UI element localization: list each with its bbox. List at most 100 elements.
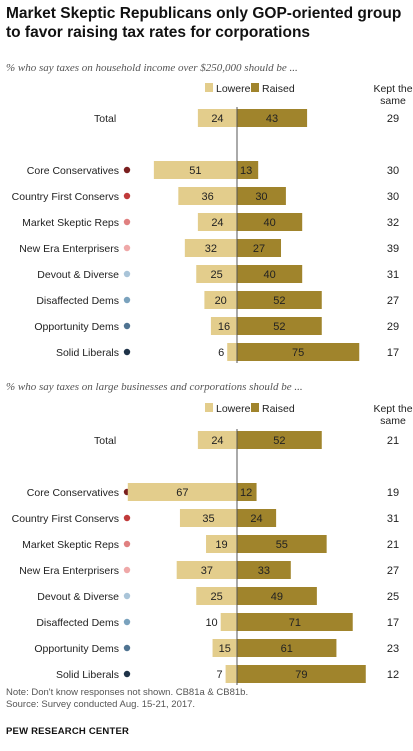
value-label-lowered: 24 — [211, 113, 223, 125]
category-label: Devout & Diverse — [37, 591, 119, 603]
value-label-lowered: 10 — [205, 617, 217, 629]
bar-raised — [237, 535, 327, 553]
value-label-kept: 32 — [387, 217, 399, 229]
bar-raised — [237, 317, 322, 335]
bar-lowered — [127, 483, 237, 501]
bar-raised — [237, 109, 308, 127]
value-label-lowered: 36 — [202, 191, 214, 203]
pew-logo-text: PEW RESEARCH CENTER — [6, 726, 130, 737]
value-label-lowered: 35 — [202, 513, 214, 525]
group-dot-icon — [123, 296, 131, 304]
value-label-raised: 30 — [255, 191, 267, 203]
value-label-kept: 30 — [387, 191, 399, 203]
value-label-lowered: 7 — [216, 669, 222, 681]
group-dot-icon — [123, 322, 131, 330]
bar-raised — [237, 483, 257, 501]
legend-label-kept-line1: Kept the — [373, 83, 412, 95]
legend-label-kept-line1: Kept the — [373, 403, 412, 415]
bar-lowered — [210, 317, 237, 335]
value-label-raised: 52 — [273, 295, 285, 307]
chart-title: Market Skeptic Republicans only GOP-orie… — [6, 5, 402, 41]
group-dot-icon — [123, 192, 131, 200]
value-label-kept: 27 — [387, 565, 399, 577]
bar-lowered — [212, 639, 237, 657]
group-dot-icon — [123, 348, 131, 356]
value-label-kept: 21 — [387, 539, 399, 551]
source-text: Source: Survey conducted Aug. 15-21, 201… — [6, 699, 196, 710]
value-label-lowered: 51 — [189, 165, 201, 177]
value-label-kept: 17 — [387, 617, 399, 629]
group-dot-icon — [123, 540, 131, 548]
value-label-kept: 27 — [387, 295, 399, 307]
legend-swatch-lowered — [205, 83, 213, 92]
value-label-lowered: 20 — [215, 295, 227, 307]
group-dot-icon — [123, 218, 131, 226]
value-label-kept: 29 — [387, 321, 399, 333]
value-label-raised: 49 — [271, 591, 283, 603]
category-label: Opportunity Dems — [34, 643, 119, 655]
bar-lowered — [206, 535, 237, 553]
legend-swatch-raised — [251, 403, 259, 412]
bar-raised — [237, 561, 291, 579]
bar-raised — [237, 587, 317, 605]
legend-label-raised: Raised — [262, 403, 295, 415]
value-label-kept: 23 — [387, 643, 399, 655]
group-dot-icon — [123, 270, 131, 278]
bar-raised — [237, 509, 277, 527]
category-label: Total — [94, 113, 116, 125]
category-label: Solid Liberals — [56, 347, 119, 359]
category-label: Disaffected Dems — [36, 617, 119, 629]
bar-lowered — [196, 265, 237, 283]
category-label: New Era Enterprisers — [19, 565, 119, 577]
value-label-raised: 43 — [266, 113, 278, 125]
bar-lowered — [153, 161, 237, 179]
value-label-raised: 61 — [281, 643, 293, 655]
value-label-raised: 75 — [292, 347, 304, 359]
legend-swatch-lowered — [205, 403, 213, 412]
group-dot-icon — [123, 670, 131, 678]
category-label: Market Skeptic Reps — [22, 217, 119, 229]
value-label-lowered: 24 — [211, 435, 223, 447]
value-label-raised: 40 — [263, 217, 275, 229]
value-label-raised: 52 — [273, 435, 285, 447]
bar-lowered — [227, 343, 237, 361]
category-label: Devout & Diverse — [37, 269, 119, 281]
bar-raised — [237, 291, 322, 309]
bar-lowered — [204, 291, 237, 309]
group-dot-icon — [123, 566, 131, 574]
legend-label-raised: Raised — [262, 83, 295, 95]
bar-lowered — [179, 509, 237, 527]
value-label-lowered: 24 — [211, 217, 223, 229]
bar-lowered — [184, 239, 237, 257]
category-label: Country First Conservs — [12, 191, 119, 203]
bar-lowered — [197, 213, 237, 231]
category-label: Disaffected Dems — [36, 295, 119, 307]
value-label-lowered: 16 — [218, 321, 230, 333]
value-label-raised: 55 — [276, 539, 288, 551]
value-label-lowered: 15 — [219, 643, 231, 655]
value-label-kept: 31 — [387, 513, 399, 525]
bar-raised — [237, 639, 337, 657]
value-label-kept: 31 — [387, 269, 399, 281]
bar-lowered — [197, 431, 237, 449]
value-label-lowered: 19 — [215, 539, 227, 551]
category-label: Opportunity Dems — [34, 321, 119, 333]
value-label-raised: 24 — [250, 513, 262, 525]
value-label-lowered: 32 — [205, 243, 217, 255]
bar-lowered — [178, 187, 237, 205]
bar-raised — [237, 431, 322, 449]
value-label-lowered: 25 — [211, 269, 223, 281]
category-label: Core Conservatives — [27, 487, 119, 499]
category-label: Solid Liberals — [56, 669, 119, 681]
category-label: Country First Conservs — [12, 513, 119, 525]
bar-raised — [237, 613, 353, 631]
value-label-raised: 40 — [263, 269, 275, 281]
category-label: Core Conservatives — [27, 165, 119, 177]
legend-label-kept-line2: same — [380, 95, 406, 107]
value-label-raised: 52 — [273, 321, 285, 333]
category-label: New Era Enterprisers — [19, 243, 119, 255]
group-dot-icon — [123, 244, 131, 252]
value-label-raised: 79 — [295, 669, 307, 681]
bar-raised — [237, 187, 286, 205]
